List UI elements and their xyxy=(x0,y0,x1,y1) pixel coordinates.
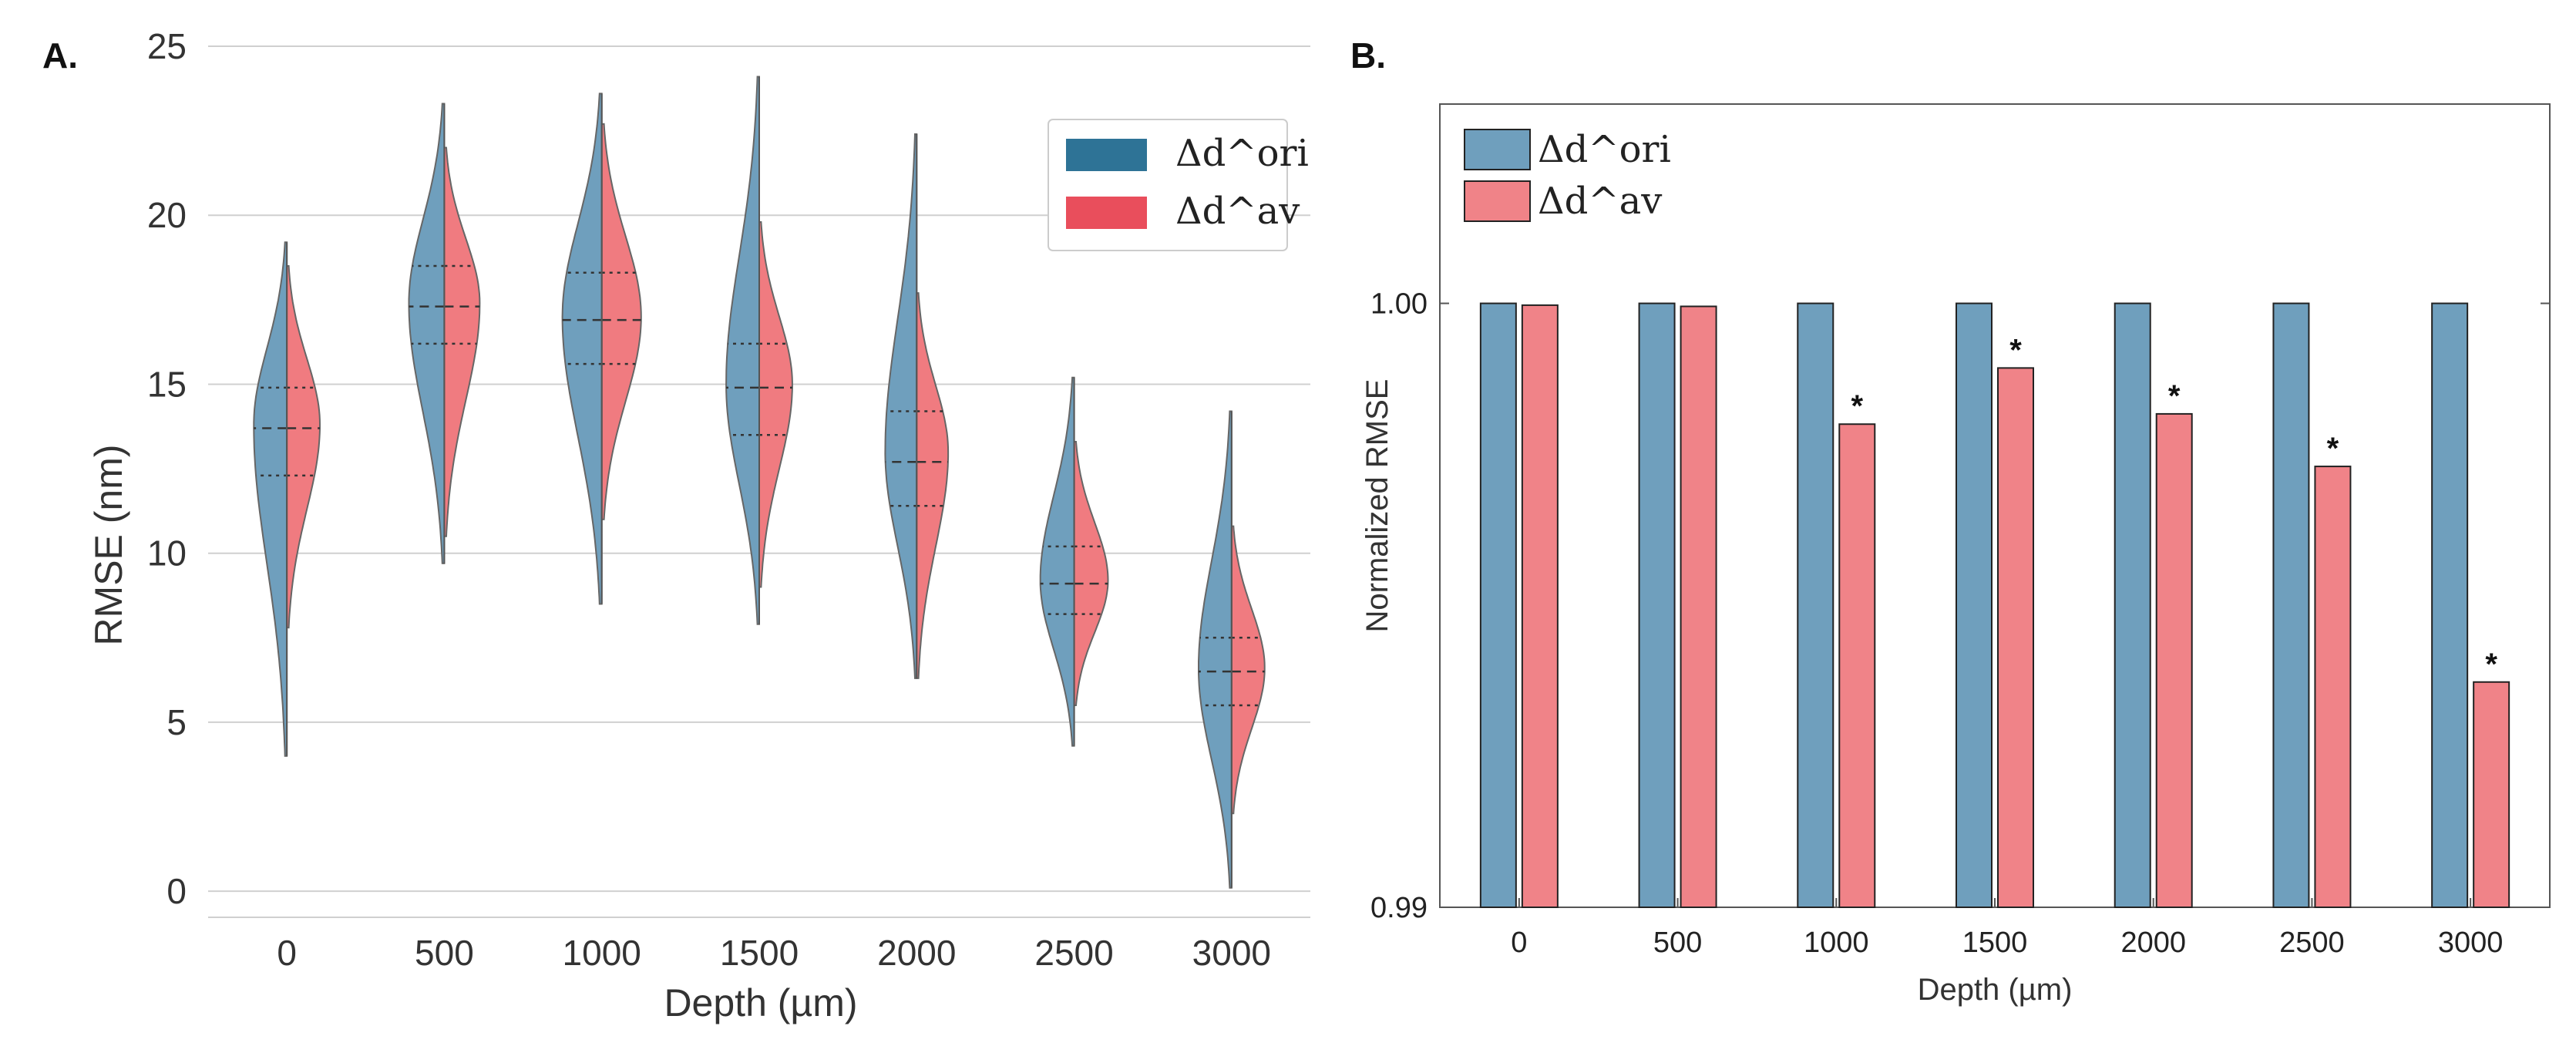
x-tick-label-0: 0 xyxy=(1511,927,1527,959)
y-tick-label-4: 20 xyxy=(147,195,187,235)
violin-ori-1000 xyxy=(561,93,603,605)
x-tick-label-1: 500 xyxy=(1653,927,1702,959)
legend-label-av: Δd^av xyxy=(1538,180,1662,223)
violin-ori-0 xyxy=(253,241,288,757)
x-tick-label-5: 2500 xyxy=(1034,933,1113,973)
y-tick-labels: 0.99 1.00 xyxy=(1370,288,2550,924)
y-tick-label-2: 10 xyxy=(147,533,187,574)
x-tick-label-5: 2500 xyxy=(2279,927,2345,959)
violins xyxy=(253,76,1266,889)
panel-a-label: A. xyxy=(42,35,78,76)
bars xyxy=(1479,302,2510,909)
legend-label-av-text: Δd^av xyxy=(1175,190,1300,233)
x-tick-label-2: 1000 xyxy=(1804,927,1869,959)
bar-av-2000 xyxy=(2155,412,2193,908)
x-tick-label-4: 2000 xyxy=(2120,927,2186,959)
bar-av-1000 xyxy=(1838,423,1876,908)
bar-av-500 xyxy=(1680,305,1717,909)
violin-av-1500 xyxy=(758,221,793,588)
bar-av-0 xyxy=(1521,304,1559,908)
plot-frame xyxy=(1439,103,2551,908)
legend-swatch-av xyxy=(1066,197,1147,229)
bar-ori-0 xyxy=(1479,302,1517,908)
x-tick-label-0: 0 xyxy=(277,933,297,973)
bar-av-3000 xyxy=(2473,681,2510,908)
legend-swatch-ori xyxy=(1464,129,1531,170)
violin-av-0 xyxy=(286,265,321,629)
y-tick-label-0: 0 xyxy=(166,871,187,911)
x-tick-label-2: 1000 xyxy=(563,933,641,973)
y-tick-label-1: 5 xyxy=(166,702,187,742)
x-tick-label-3: 1500 xyxy=(720,933,799,973)
legend: Δd^ori Δd^av xyxy=(1048,119,1309,251)
x-tick-label-1: 500 xyxy=(415,933,474,973)
y-tick-label-3: 15 xyxy=(147,364,187,404)
legend-label-av: Δd^av xyxy=(1175,190,1300,233)
bar-ori-2500 xyxy=(2272,302,2310,908)
violin-ori-500 xyxy=(408,103,446,564)
x-tick-label-6: 3000 xyxy=(1192,933,1271,973)
legend-swatch-ori xyxy=(1066,139,1147,171)
significance-star-2500: * xyxy=(2327,432,2339,466)
violin-av-3000 xyxy=(1230,525,1266,815)
x-tick-label-4: 2000 xyxy=(877,933,956,973)
y-axis-title: Normalized RMSE xyxy=(1360,379,1394,633)
x-tick-labels: 0 500 1000 1500 2000 2500 3000 xyxy=(1511,898,2503,959)
violin-ori-2000 xyxy=(884,133,918,679)
y-tick-label-5: 25 xyxy=(147,26,187,66)
bar-av-1500 xyxy=(1997,367,2034,909)
violin-av-2000 xyxy=(916,292,950,679)
y-tick-label-0: 0.99 xyxy=(1370,892,1428,924)
violin-chart: 0 5 10 15 20 25 0 500 1000 1500 2000 2500 3000 RMSE… xyxy=(87,26,1310,1024)
legend-label-ori-text: Δd^ori xyxy=(1538,128,1671,171)
legend-label-av-text: Δd^av xyxy=(1538,180,1662,223)
bar-ori-1000 xyxy=(1797,302,1834,908)
significance-star-1000: * xyxy=(1851,389,1863,423)
significance-marks: * * * * * xyxy=(1851,333,2497,681)
significance-star-1500: * xyxy=(2009,333,2022,367)
violin-av-2500 xyxy=(1073,441,1109,706)
panel-b-label: B. xyxy=(1350,35,1386,76)
violin-ori-3000 xyxy=(1198,410,1233,889)
y-tick-label-1: 1.00 xyxy=(1370,288,1428,321)
x-tick-labels: 0 500 1000 1500 2000 2500 3000 xyxy=(277,933,1271,973)
bar-ori-1500 xyxy=(1956,302,1993,908)
violin-ori-2500 xyxy=(1039,376,1075,747)
y-tick-labels: 0 5 10 15 20 25 xyxy=(147,26,187,911)
violin-ori-1500 xyxy=(725,76,760,625)
bar-chart: ***** 0.991.00 0 500 1000 1500 2000 2500 3000 … xyxy=(1360,103,2551,1007)
bar-av-2500 xyxy=(2314,466,2352,908)
violin-av-1000 xyxy=(600,123,642,520)
significance-star-3000: * xyxy=(2485,648,2497,681)
legend-label-ori: Δd^ori xyxy=(1175,132,1309,175)
x-tick-label-3: 1500 xyxy=(1962,927,2028,959)
violin-av-500 xyxy=(443,146,481,537)
legend-label-ori-text: Δd^ori xyxy=(1175,132,1309,175)
x-axis-title: Depth (µm) xyxy=(664,981,857,1024)
legend: Δd^ori Δd^av xyxy=(1464,128,1671,223)
significance-star-2000: * xyxy=(2168,379,2181,413)
y-axis-title: RMSE (nm) xyxy=(87,444,130,645)
legend-swatch-av xyxy=(1464,180,1531,222)
x-tick-label-6: 3000 xyxy=(2438,927,2504,959)
bar-ori-2000 xyxy=(2114,302,2151,908)
legend-label-ori: Δd^ori xyxy=(1538,128,1671,171)
bar-ori-3000 xyxy=(2431,302,2469,908)
bar-ori-500 xyxy=(1638,302,1676,908)
x-axis-title: Depth (µm) xyxy=(1918,973,2073,1007)
